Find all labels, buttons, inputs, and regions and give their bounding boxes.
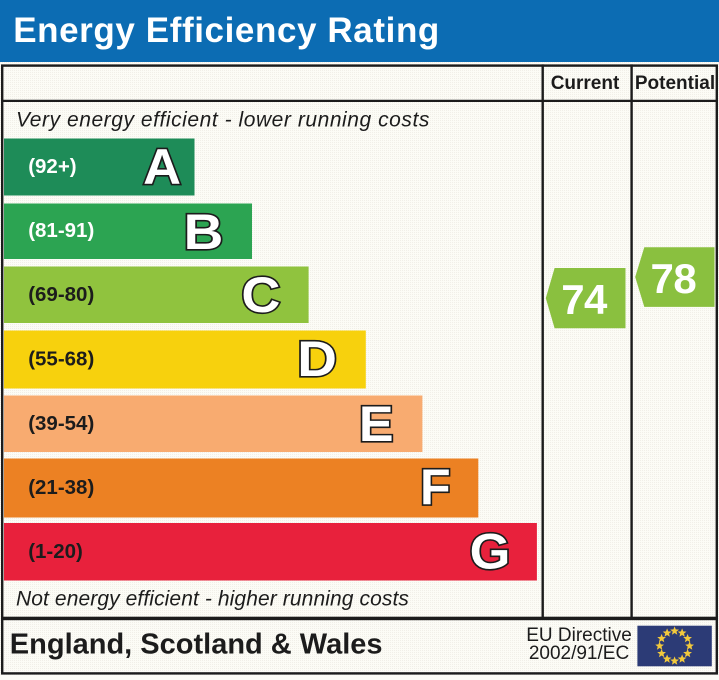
svg-text:74: 74 [561,276,608,323]
svg-text:Energy Efficiency Rating: Energy Efficiency Rating [13,11,440,50]
svg-text:F: F [420,459,451,515]
svg-text:(55-68): (55-68) [28,348,94,371]
svg-text:C: C [241,267,280,323]
svg-text:EU Directive: EU Directive [526,625,632,646]
svg-text:Current: Current [551,73,620,94]
svg-text:England, Scotland & Wales: England, Scotland & Wales [10,628,383,660]
svg-text:G: G [470,524,511,580]
svg-text:(1-20): (1-20) [28,540,83,563]
svg-text:Very energy efficient - lower: Very energy efficient - lower running co… [16,108,430,131]
svg-text:Not energy efficient - higher: Not energy efficient - higher running co… [16,588,409,611]
svg-text:E: E [359,396,394,452]
svg-text:Potential: Potential [635,73,715,94]
svg-text:D: D [297,331,337,387]
svg-text:B: B [184,204,224,260]
svg-text:(81-91): (81-91) [28,219,94,242]
svg-text:(39-54): (39-54) [28,412,94,435]
svg-text:(69-80): (69-80) [28,283,94,306]
svg-text:(92+): (92+) [28,155,76,178]
svg-text:(21-38): (21-38) [28,476,94,499]
svg-text:2002/91/EC: 2002/91/EC [529,643,629,664]
svg-text:A: A [143,139,181,195]
svg-text:78: 78 [651,255,697,302]
